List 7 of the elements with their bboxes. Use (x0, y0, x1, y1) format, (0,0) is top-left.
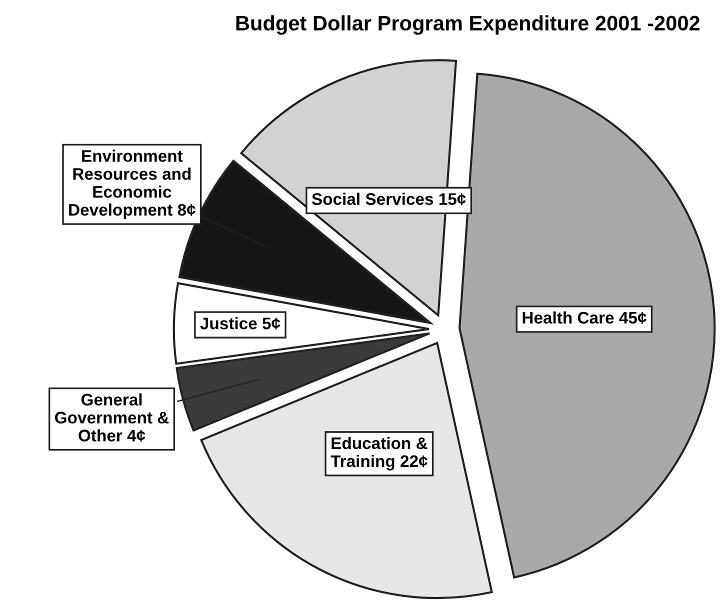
slice-label: Education & Training 22¢ (330, 436, 428, 470)
slice-label: Health Care 45¢ (522, 311, 646, 324)
slice-label: Social Services 15¢ (312, 192, 466, 206)
slice-label: Environment Resources and Economic Development 8¢ (69, 150, 196, 220)
slice-label: General Government & Other 4¢ (55, 393, 169, 442)
chart-title: Budget Dollar Program Expenditure 2001 -2002 (236, 15, 700, 35)
slice-label: Justice 5¢ (200, 317, 280, 330)
